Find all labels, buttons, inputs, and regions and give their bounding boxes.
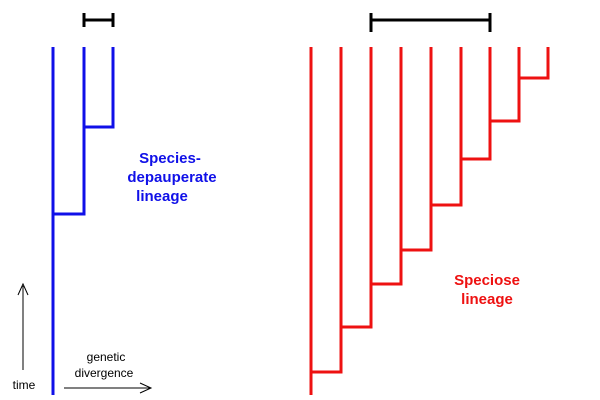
depauperate-label-line-2: depauperate	[127, 169, 216, 186]
speciose-scale-bar	[369, 13, 492, 32]
divergence-label-line-1: genetic	[87, 350, 126, 364]
speciose-label-line-1: Speciose	[454, 272, 520, 289]
depauperate-label-line-1: Species-	[139, 150, 201, 167]
speciose-branch	[341, 47, 373, 329]
speciose-branch	[519, 47, 550, 80]
speciose-branch	[461, 47, 492, 161]
time-arrow	[17, 282, 29, 370]
depauperate-scale-bar	[82, 13, 115, 27]
depauperate-branch-1	[53, 47, 86, 216]
depauperate-branch-2	[84, 47, 115, 129]
speciose-label-line-2: lineage	[461, 291, 513, 308]
time-label: time	[13, 378, 36, 392]
speciose-branch	[311, 47, 343, 374]
speciose-tree	[309, 47, 550, 395]
depauperate-tree	[51, 47, 115, 395]
speciose-branch	[371, 47, 403, 286]
divergence-label-line-2: divergence	[75, 366, 134, 380]
divergence-arrow	[64, 382, 153, 394]
speciose-branch	[431, 47, 463, 207]
speciose-branch	[490, 47, 521, 123]
depauperate-label-line-3: lineage	[136, 188, 188, 205]
speciose-branch	[401, 47, 433, 252]
